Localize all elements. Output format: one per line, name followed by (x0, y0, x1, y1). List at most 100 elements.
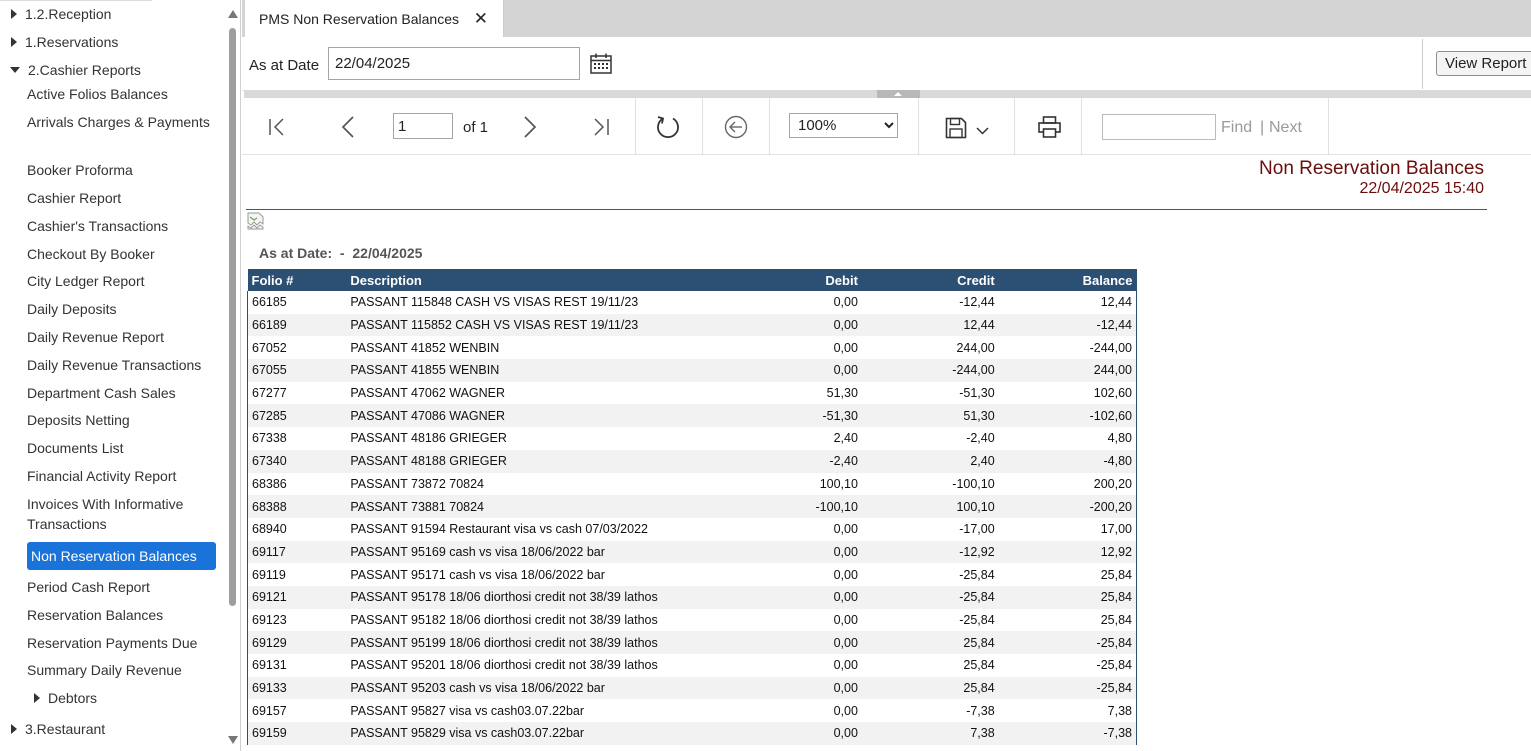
expand-arrow-icon[interactable] (34, 693, 40, 703)
table-row: 68388 PASSANT 73881 70824 -100,10 100,10 -20… (247, 495, 1137, 518)
as-at-value: 22/04/2025 (352, 245, 423, 261)
divider (1422, 39, 1423, 89)
tree-group-restaurant[interactable]: 3.Restaurant (11, 718, 105, 740)
first-page-icon[interactable] (268, 118, 286, 136)
zoom-select[interactable]: 100% (789, 113, 898, 138)
balance-cell: 200,20 (998, 472, 1137, 496)
description-cell: PASSANT 95827 visa vs cash03.07.22bar (350, 703, 585, 718)
report-toolbar: of 1 100% (242, 98, 1531, 155)
sidebar-item-daily-deposits[interactable]: Daily Deposits (27, 301, 117, 317)
credit-cell: -25,84 (959, 567, 995, 582)
as-at-separator: - (339, 245, 345, 261)
find-button[interactable]: Find (1221, 119, 1253, 136)
folio-cell: 69121 (247, 585, 347, 609)
divider (246, 209, 1487, 210)
next-page-icon[interactable] (523, 116, 537, 138)
tree-group-cashier-reports[interactable]: 2.Cashier Reports (10, 59, 141, 81)
expand-arrow-icon[interactable] (11, 9, 17, 19)
scrollbar-thumb[interactable] (229, 28, 236, 606)
tree-group-debtors[interactable]: Debtors (34, 687, 97, 709)
table-header-row: Folio # Description Debit Credit Balance (247, 269, 1137, 291)
sidebar-item-reservation-balances[interactable]: Reservation Balances (27, 607, 164, 623)
find-next-button[interactable]: Next (1269, 119, 1302, 136)
description-cell: PASSANT 115852 CASH VS VISAS REST 19/11/… (346, 313, 727, 337)
view-report-button[interactable]: View Report (1436, 51, 1531, 76)
last-page-icon[interactable] (592, 118, 610, 136)
table-row: 69131 PASSANT 95201 18/06 diorthosi credi… (247, 654, 1137, 677)
sidebar-scrollbar[interactable] (226, 0, 240, 751)
refresh-icon[interactable] (655, 114, 681, 140)
report-viewer: PMS Non Reservation Balances ✕ As at Dat… (242, 0, 1531, 751)
balance-cell: 12,92 (998, 540, 1137, 564)
sidebar-item-city-ledger-report[interactable]: City Ledger Report (27, 273, 145, 289)
parameters-splitter[interactable] (244, 90, 1531, 98)
description-cell: PASSANT 95171 cash vs visa 18/06/2022 ba… (350, 567, 605, 582)
tree-group-reservations[interactable]: 1.Reservations (11, 31, 118, 53)
sidebar-item-reservation-payments-due[interactable]: Reservation Payments Due (27, 635, 198, 651)
as-at-label: As at Date: (259, 245, 333, 261)
expand-arrow-icon[interactable] (11, 724, 17, 734)
sidebar-item-active-folios-balances[interactable]: Active Folios Balances (27, 86, 168, 102)
credit-cell: -7,38 (966, 703, 995, 718)
close-icon[interactable]: ✕ (473, 9, 488, 28)
sidebar-item-period-cash-report[interactable]: Period Cash Report (27, 579, 150, 595)
sidebar-item-invoices-informative-transactions[interactable]: Invoices With Informative Transactions (27, 496, 184, 532)
divider (1081, 98, 1082, 155)
sidebar-item-documents-list[interactable]: Documents List (27, 440, 124, 456)
debit-cell: 0,00 (726, 676, 862, 700)
sidebar-item-daily-revenue-report[interactable]: Daily Revenue Report (27, 329, 164, 345)
prev-page-icon[interactable] (341, 116, 355, 138)
sidebar-item-arrivals-charges-payments[interactable]: Arrivals Charges & Payments (27, 114, 210, 130)
balance-cell: -25,84 (998, 676, 1137, 700)
scroll-up-arrow-icon[interactable] (228, 10, 238, 18)
sidebar-item-summary-daily-revenue[interactable]: Summary Daily Revenue (27, 662, 182, 678)
scroll-down-arrow-icon[interactable] (228, 736, 238, 744)
debit-cell: 0,00 (833, 658, 858, 673)
back-icon[interactable] (724, 115, 748, 139)
print-icon[interactable] (1038, 116, 1061, 138)
report-tree-sidebar: 1.2.Reception 1.Reservations 2.Cashier R… (0, 0, 241, 751)
expand-arrow-icon[interactable] (11, 37, 17, 47)
page-number-input[interactable] (393, 113, 453, 139)
credit-cell: -12,44 (959, 295, 995, 310)
sidebar-item-cashier-report[interactable]: Cashier Report (27, 190, 122, 206)
tree-group-reception[interactable]: 1.2.Reception (11, 3, 111, 25)
sidebar-item-deposits-netting[interactable]: Deposits Netting (27, 412, 130, 428)
as-at-date-input[interactable] (328, 47, 580, 80)
collapse-parameters-handle[interactable] (877, 90, 920, 98)
balance-cell: 17,00 (998, 517, 1137, 541)
sidebar-item-booker-proforma[interactable]: Booker Proforma (27, 162, 133, 178)
column-header-folio: Folio # (247, 269, 347, 291)
find-input[interactable] (1102, 114, 1216, 140)
credit-cell: -25,84 (959, 612, 995, 627)
collapse-arrow-icon[interactable] (10, 67, 20, 73)
column-header-balance: Balance (998, 269, 1137, 291)
sidebar-item-financial-activity-report[interactable]: Financial Activity Report (27, 468, 177, 484)
debit-cell: 0,00 (833, 567, 858, 582)
folio-cell: 67338 (247, 427, 347, 450)
sidebar-item-department-cash-sales[interactable]: Department Cash Sales (27, 385, 176, 401)
tab-non-reservation-balances[interactable]: PMS Non Reservation Balances ✕ (245, 0, 504, 38)
sidebar-item-checkout-by-booker[interactable]: Checkout By Booker (27, 246, 155, 262)
sidebar-item-daily-revenue-transactions[interactable]: Daily Revenue Transactions (27, 357, 202, 373)
description-cell: PASSANT 47062 WAGNER (350, 386, 506, 401)
folio-cell: 69131 (247, 654, 347, 677)
balance-cell: 25,84 (998, 608, 1137, 632)
debit-cell: 100,10 (819, 476, 858, 491)
calendar-icon[interactable] (590, 53, 612, 74)
folio-cell: 67285 (247, 404, 347, 428)
sidebar-item-non-reservation-balances[interactable]: Non Reservation Balances (27, 542, 216, 570)
sidebar-item-cashiers-transactions[interactable]: Cashier's Transactions (27, 218, 169, 234)
save-icon[interactable] (945, 117, 967, 139)
description-cell: PASSANT 95182 18/06 diorthosi credit not… (350, 612, 658, 627)
folio-cell: 69133 (247, 676, 347, 700)
as-at-date-label: As at Date (249, 57, 320, 74)
report-title: Non Reservation Balances (1259, 158, 1484, 179)
description-cell: PASSANT 41852 WENBIN (350, 340, 500, 355)
tab-title: PMS Non Reservation Balances (259, 11, 459, 27)
table-body: 66185 PASSANT 115848 CASH VS VISAS REST 1… (247, 291, 1137, 745)
table-row: 68386 PASSANT 73872 70824 100,10 -100,10 200… (247, 472, 1137, 496)
debit-cell: 0,00 (833, 703, 858, 718)
folio-cell: 67340 (247, 449, 347, 473)
chevron-down-icon[interactable] (976, 127, 989, 135)
